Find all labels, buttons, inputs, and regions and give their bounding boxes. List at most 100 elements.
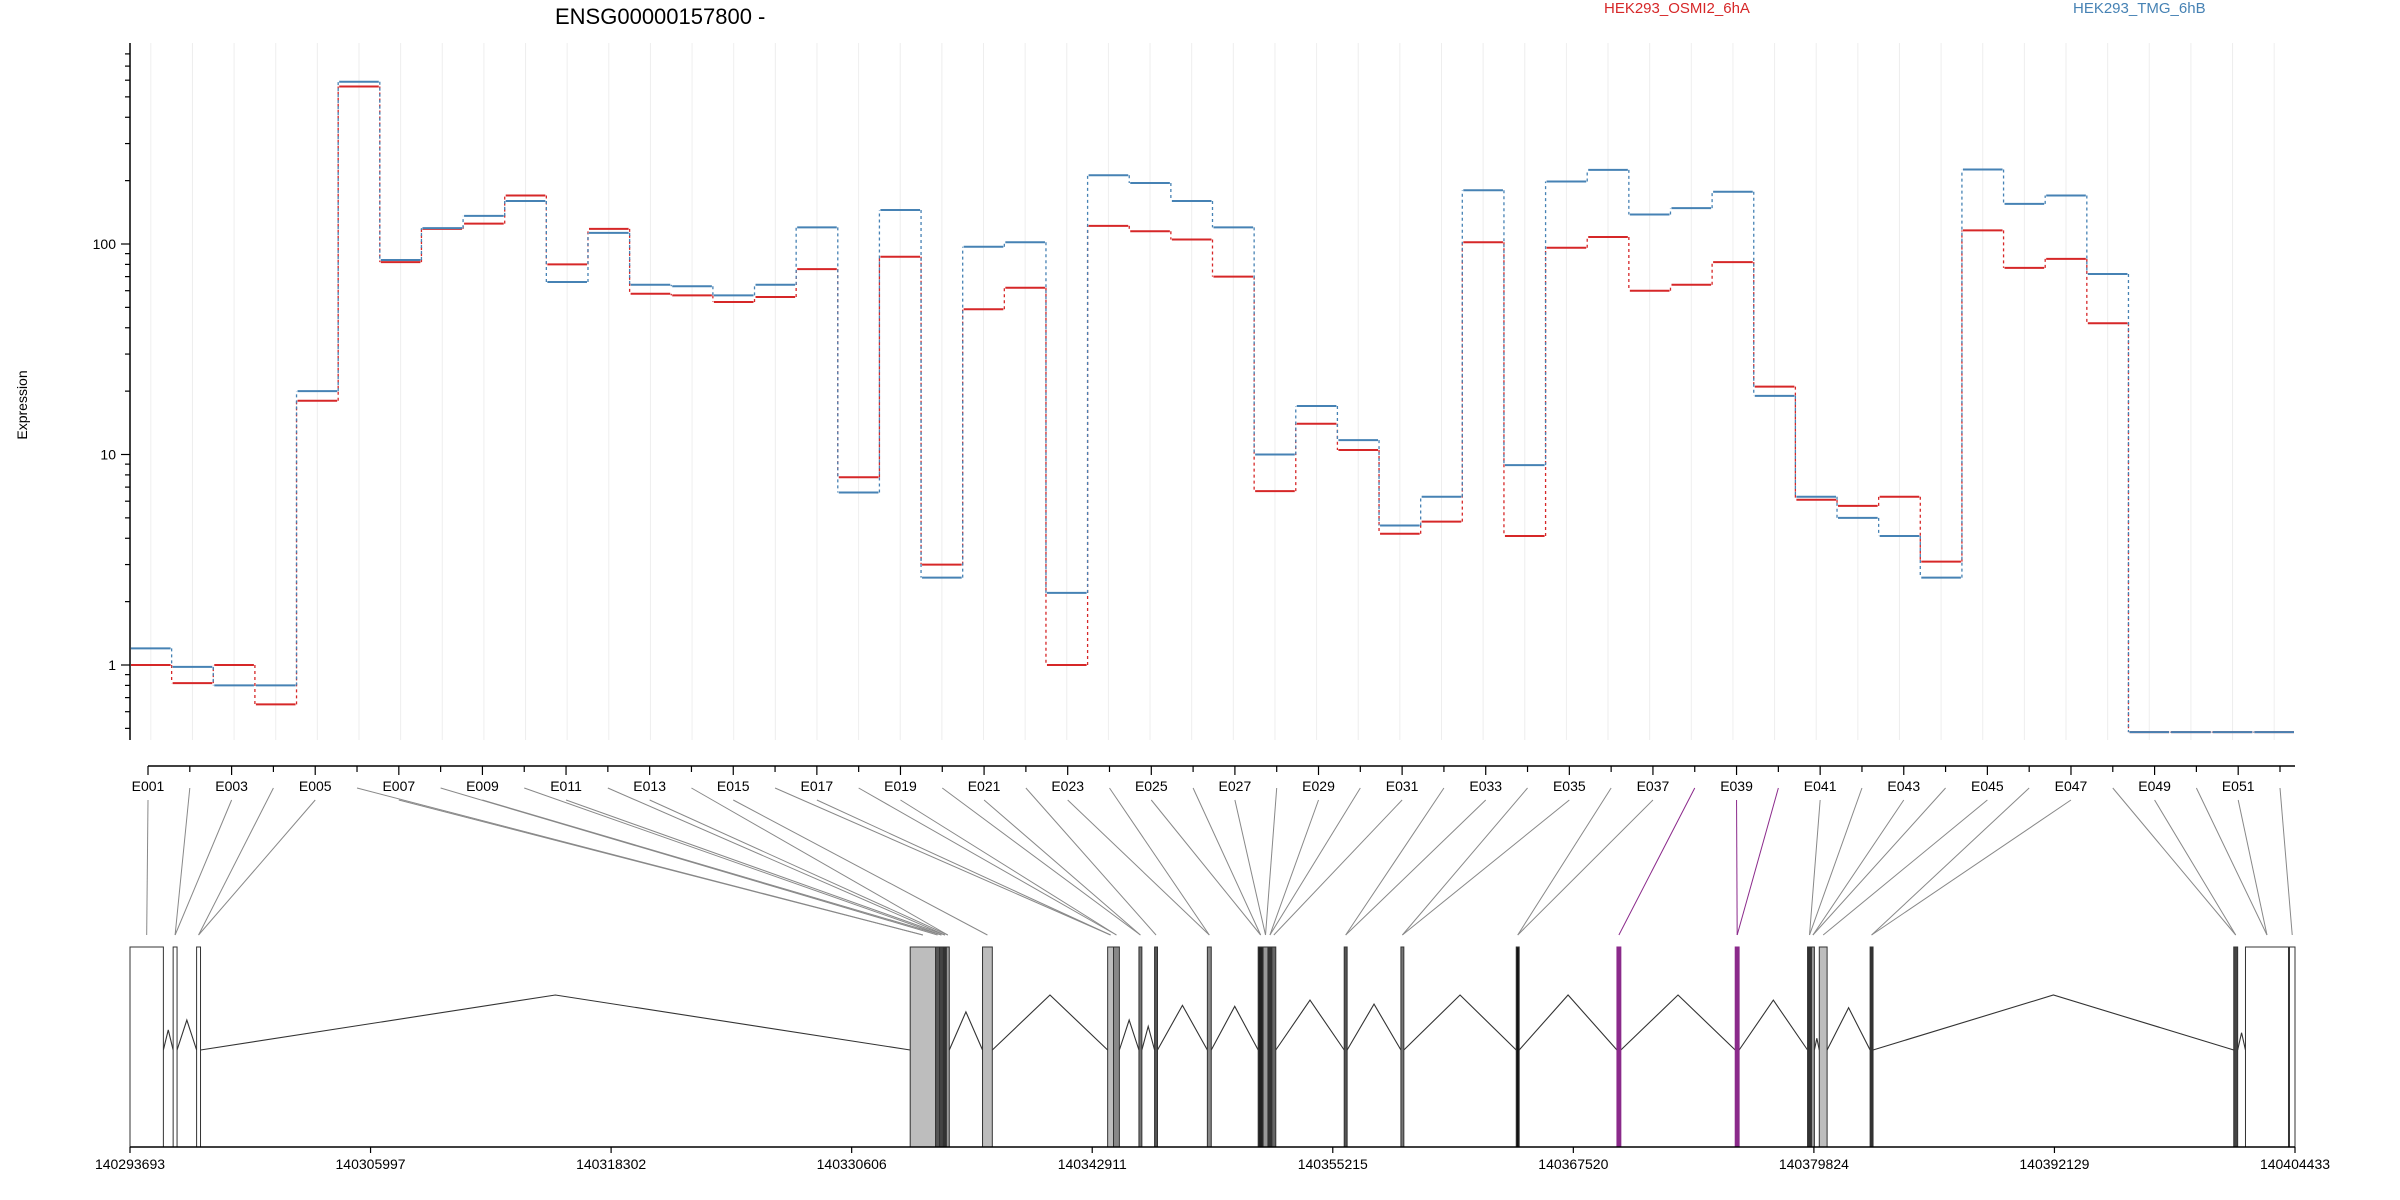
exon-connector	[2279, 787, 2293, 936]
x-tick-label: E007	[382, 778, 415, 794]
exon-axis: E001 E003 E005 E007 E009 E011 E013 E015 E017 E019…	[132, 765, 2295, 794]
intron	[1275, 999, 1345, 1051]
exon-block-highlight	[1616, 946, 1622, 1148]
exon-block	[1400, 946, 1405, 1148]
genomic-tick-label: 140342911	[1058, 1156, 1127, 1172]
exon-connector	[2237, 799, 2268, 936]
exon-connector	[900, 799, 1117, 936]
exon-block	[1343, 946, 1348, 1148]
genomic-tick-label: 140379824	[1779, 1156, 1849, 1172]
exon-connector	[691, 787, 949, 936]
exon-connector	[146, 799, 149, 936]
intron	[1118, 1018, 1140, 1051]
y-axis: 1 10 100	[93, 43, 131, 740]
chart-title: ENSG00000157800 -	[555, 4, 765, 29]
exon-connector	[1517, 799, 1654, 936]
exon-block	[1818, 946, 1828, 1148]
x-tick-label: E003	[215, 778, 248, 794]
exon-connector	[983, 799, 1141, 936]
exon-block	[1810, 946, 1815, 1148]
exon-connector	[1809, 787, 1863, 936]
exon-connector	[941, 787, 1141, 936]
exon-connector	[1150, 799, 1262, 936]
exon-block	[1154, 946, 1159, 1148]
exon-block	[939, 946, 944, 1148]
exon-block	[909, 946, 937, 1148]
x-tick-label: E009	[466, 778, 499, 794]
exon-connector	[1109, 787, 1210, 936]
exon-connector	[1234, 799, 1267, 936]
exon-block	[196, 946, 202, 1148]
exon-block	[1271, 946, 1277, 1148]
exon-connector	[1812, 799, 1905, 936]
x-tick-label: E041	[1804, 778, 1837, 794]
x-tick-label: E029	[1302, 778, 1335, 794]
x-tick-label: E023	[1051, 778, 1084, 794]
genomic-tick-label: 140355215	[1298, 1156, 1368, 1172]
exon-connectors	[146, 787, 2293, 936]
gene-model	[129, 946, 2296, 1148]
exon-connector	[858, 787, 1117, 936]
exon-connector	[816, 799, 1111, 936]
exon-connector	[1273, 799, 1403, 936]
intron	[1620, 994, 1736, 1051]
exon-block	[945, 946, 950, 1148]
exon-connector	[1517, 787, 1612, 936]
exon-connector	[1871, 787, 2030, 936]
exon-block	[1257, 946, 1264, 1148]
exon-connector	[1269, 799, 1319, 936]
x-tick-label: E037	[1637, 778, 1670, 794]
exon-connector	[1618, 787, 1696, 936]
series-1	[131, 80, 2294, 734]
exon-connector	[174, 787, 191, 936]
intron	[1518, 994, 1618, 1051]
x-tick-label: E033	[1469, 778, 1502, 794]
exon-connector	[733, 799, 988, 936]
exon-connector	[1269, 787, 1361, 936]
exon-connector	[774, 787, 1111, 936]
x-tick-label: E027	[1219, 778, 1252, 794]
genomic-tick-label: 140293693	[95, 1156, 165, 1172]
y-axis-label: Expression	[14, 370, 30, 439]
genomic-tick-label: 140392129	[2019, 1156, 2089, 1172]
genomic-tick-label: 140367520	[1538, 1156, 1608, 1172]
genomic-tick-label: 140330606	[817, 1156, 887, 1172]
intron	[991, 994, 1109, 1051]
x-tick-label: E013	[633, 778, 666, 794]
genomic-tick-label: 140404433	[2260, 1156, 2330, 1172]
exon-block	[2233, 946, 2239, 1148]
y-tick-label: 1	[108, 657, 116, 673]
y-tick-label: 10	[100, 447, 116, 463]
intron	[2237, 1032, 2247, 1051]
exon-block	[982, 946, 993, 1148]
x-tick-label: E031	[1386, 778, 1419, 794]
exon-block	[1515, 946, 1520, 1148]
exon-connector	[1067, 799, 1210, 936]
grid-lines	[150, 43, 2275, 740]
exon-connector	[1265, 787, 1278, 936]
x-tick-label: E015	[717, 778, 750, 794]
x-tick-label: E025	[1135, 778, 1168, 794]
exon-block	[1107, 946, 1115, 1148]
intron	[1141, 1024, 1156, 1051]
exon-connector	[1025, 787, 1157, 936]
x-tick-label: E045	[1971, 778, 2004, 794]
x-tick-label: E019	[884, 778, 917, 794]
exon-connector	[198, 787, 274, 936]
exon-block	[1138, 946, 1143, 1148]
exon-connector	[565, 799, 946, 936]
series-lines	[131, 80, 2294, 734]
exon-block	[1869, 946, 1874, 1148]
x-tick-label: E001	[132, 778, 165, 794]
exon-connector	[2112, 787, 2237, 936]
x-tick-label: E011	[550, 778, 582, 794]
x-tick-label: E047	[2055, 778, 2088, 794]
intron	[162, 1029, 174, 1051]
series-0	[131, 85, 2294, 734]
intron	[1210, 1005, 1259, 1051]
exon-connector	[174, 799, 233, 936]
exon-connector	[2154, 799, 2237, 936]
exon-block	[1267, 946, 1273, 1148]
exon-connector	[1192, 787, 1262, 936]
